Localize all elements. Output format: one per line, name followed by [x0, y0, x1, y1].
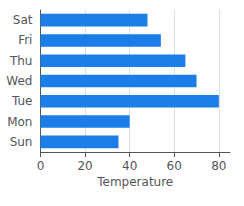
svg-text:Sun: Sun: [10, 135, 33, 149]
svg-text:Tue: Tue: [11, 94, 33, 108]
svg-text:Mon: Mon: [7, 115, 32, 129]
svg-text:Wed: Wed: [6, 74, 32, 88]
svg-text:20: 20: [77, 159, 92, 173]
svg-text:Sat: Sat: [13, 13, 33, 27]
svg-text:60: 60: [167, 159, 182, 173]
svg-text:40: 40: [122, 159, 137, 173]
svg-text:80: 80: [211, 159, 226, 173]
svg-text:0: 0: [37, 159, 45, 173]
svg-text:Temperature: Temperature: [96, 175, 173, 189]
svg-text:Thu: Thu: [9, 54, 33, 68]
svg-text:Fri: Fri: [18, 33, 32, 47]
